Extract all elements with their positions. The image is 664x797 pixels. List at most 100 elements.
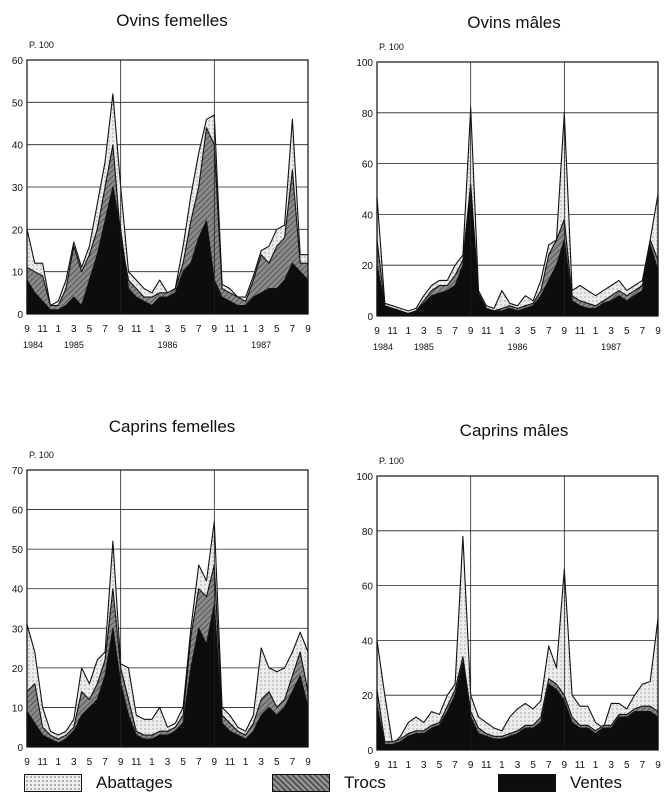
ovins-males-area-trocs <box>376 183 659 317</box>
ovins-femelles-xtick-4: 5 <box>87 324 93 335</box>
legend-swatch-trocs <box>272 774 330 792</box>
ovins-males-area-abattages <box>376 107 659 317</box>
ovins-femelles-year-label-1985: 1985 <box>64 340 84 350</box>
legend-swatch-abattages <box>24 774 82 792</box>
ovins-femelles-xtick-15: 3 <box>258 324 264 335</box>
ovins-males-ytick-80: 80 <box>362 109 374 120</box>
caprins-femelles-ytick-0: 0 <box>17 743 23 754</box>
caprins-femelles-ytick-10: 10 <box>12 703 24 714</box>
ovins-males-xtick-0: 9 <box>374 326 380 337</box>
caprins-males-xtick-12: 9 <box>562 760 568 770</box>
ovins-males-year-label-1984: 1984 <box>373 342 393 352</box>
ovins-males-xtick-11: 7 <box>546 326 552 337</box>
ovins-femelles-ytick-30: 30 <box>12 183 24 194</box>
caprins-males-xtick-15: 3 <box>608 760 614 770</box>
ovins-femelles-xtick-3: 3 <box>71 324 77 335</box>
ovins-femelles-plot-frame <box>26 59 309 315</box>
ovins-males-xtick-6: 9 <box>468 326 474 337</box>
caprins-males-xtick-8: 1 <box>499 760 505 770</box>
ovins-femelles-xtick-7: 11 <box>131 324 142 335</box>
ovins-femelles-title: Ovins femelles <box>116 11 227 30</box>
caprins-femelles-xtick-9: 3 <box>165 757 171 768</box>
caprins-femelles-xtick-16: 5 <box>274 757 280 768</box>
ovins-femelles-xtick-9: 3 <box>165 324 171 335</box>
ovins-males-ytick-0: 0 <box>367 312 373 323</box>
ovins-femelles-xtick-8: 1 <box>149 324 155 335</box>
ovins-males-xtick-2: 1 <box>405 326 411 337</box>
ovins-males-xtick-9: 3 <box>515 326 521 337</box>
ovins-femelles-year-label-1987: 1987 <box>251 340 271 350</box>
caprins-males-xtick-7: 11 <box>481 760 492 770</box>
ovins-femelles-xtick-1: 11 <box>37 324 48 335</box>
ovins-males-xtick-7: 11 <box>481 326 492 337</box>
caprins-femelles-xtick-13: 11 <box>225 757 236 768</box>
ovins-males-xtick-12: 9 <box>562 326 568 337</box>
caprins-males-xtick-13: 11 <box>575 760 586 770</box>
legend-item-abattages: Abattages <box>24 772 173 794</box>
caprins-males-ylabel: P. 100 <box>379 456 404 466</box>
caprins-males-xtick-5: 7 <box>452 760 458 770</box>
ovins-femelles-ytick-10: 10 <box>12 268 24 279</box>
ovins-males-xtick-3: 3 <box>421 326 427 337</box>
caprins-males-xtick-16: 5 <box>624 760 630 770</box>
ovins-femelles-xtick-0: 9 <box>24 324 30 335</box>
ovins-femelles-xtick-17: 7 <box>290 324 296 335</box>
ovins-males-title: Ovins mâles <box>467 13 561 32</box>
caprins-males-xtick-9: 3 <box>515 760 521 770</box>
ovins-femelles-xtick-10: 5 <box>180 324 186 335</box>
ovins-femelles-ytick-60: 60 <box>12 56 24 67</box>
caprins-males-ytick-0: 0 <box>367 746 373 757</box>
caprins-males-ytick-80: 80 <box>362 527 374 538</box>
caprins-males-xtick-2: 1 <box>405 760 411 770</box>
ovins-femelles-xtick-5: 7 <box>102 324 108 335</box>
caprins-femelles-ytick-50: 50 <box>12 545 24 556</box>
caprins-males-ytick-100: 100 <box>356 472 373 483</box>
ovins-femelles-xtick-2: 1 <box>55 324 61 335</box>
ovins-males-xtick-17: 7 <box>640 326 646 337</box>
ovins-males-xtick-5: 7 <box>452 326 458 337</box>
ovins-males-xtick-15: 3 <box>608 326 614 337</box>
ovins-males-xtick-14: 1 <box>593 326 599 337</box>
ovins-males-xtick-16: 5 <box>624 326 630 337</box>
ovins-femelles-ytick-40: 40 <box>12 141 24 152</box>
caprins-males-xtick-4: 5 <box>437 760 443 770</box>
ovins-femelles-xtick-13: 11 <box>225 324 236 335</box>
legend-label-ventes: Ventes <box>570 773 622 792</box>
ovins-femelles-year-label-1984: 1984 <box>23 340 43 350</box>
ovins-males-ytick-100: 100 <box>356 58 373 69</box>
ovins-males-xtick-4: 5 <box>437 326 443 337</box>
caprins-femelles-xtick-8: 1 <box>149 757 155 768</box>
ovins-males-plot-frame <box>376 61 659 317</box>
ovins-femelles-area-ventes <box>26 186 309 315</box>
ovins-males-xtick-18: 9 <box>655 326 661 337</box>
ovins-femelles-year-label-1986: 1986 <box>157 340 177 350</box>
caprins-femelles-xtick-3: 3 <box>71 757 77 768</box>
ovins-males-ytick-20: 20 <box>362 261 374 272</box>
legend-label-abattages: Abattages <box>96 773 173 792</box>
caprins-males-xtick-14: 1 <box>593 760 599 770</box>
caprins-femelles-ytick-30: 30 <box>12 624 24 635</box>
ovins-femelles-xtick-11: 7 <box>196 324 202 335</box>
caprins-femelles-xtick-7: 11 <box>131 757 142 768</box>
ovins-males-ylabel: P. 100 <box>379 42 404 52</box>
ovins-males-year-label-1987: 1987 <box>601 342 621 352</box>
ovins-femelles-xtick-6: 9 <box>118 324 124 335</box>
caprins-femelles-ytick-20: 20 <box>12 664 24 675</box>
ovins-femelles-ytick-20: 20 <box>12 225 24 236</box>
ovins-femelles-xtick-14: 1 <box>243 324 249 335</box>
caprins-femelles-area-ventes <box>26 603 309 748</box>
caprins-males-title: Caprins mâles <box>460 421 569 440</box>
legend-swatch-ventes <box>498 774 556 792</box>
ovins-femelles-xtick-16: 5 <box>274 324 280 335</box>
ovins-femelles-ytick-0: 0 <box>17 310 23 321</box>
ovins-males-xtick-13: 11 <box>575 326 586 337</box>
caprins-males-xtick-17: 7 <box>640 760 646 770</box>
caprins-males-ytick-20: 20 <box>362 691 374 702</box>
caprins-femelles-plot-frame <box>26 469 309 748</box>
legend-item-ventes: Ventes <box>498 772 622 794</box>
ovins-males-year-label-1986: 1986 <box>507 342 527 352</box>
caprins-femelles-xtick-15: 3 <box>258 757 264 768</box>
caprins-femelles-xtick-2: 1 <box>55 757 61 768</box>
caprins-femelles-xtick-0: 9 <box>24 757 30 768</box>
caprins-femelles-ytick-60: 60 <box>12 506 24 517</box>
